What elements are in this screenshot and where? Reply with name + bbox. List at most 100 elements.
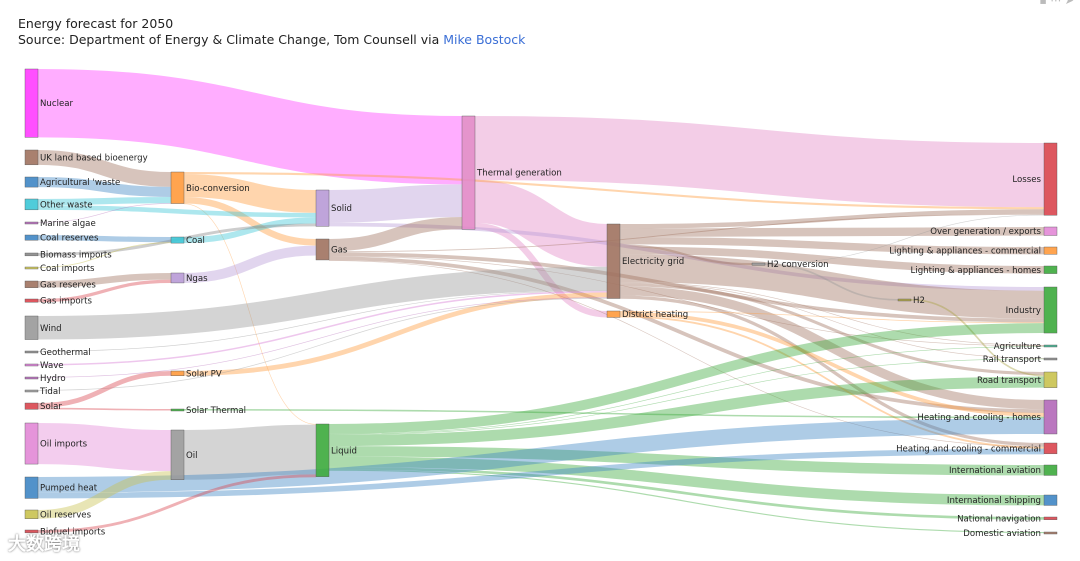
sankey-link[interactable] [37, 196, 172, 206]
sankey-link[interactable] [619, 246, 1045, 274]
sankey-link[interactable] [37, 297, 608, 378]
sankey-node[interactable] [751, 262, 766, 266]
sankey-link[interactable] [764, 263, 899, 301]
sankey-node[interactable] [1043, 265, 1058, 274]
sankey-link[interactable] [37, 150, 172, 187]
sankey-link[interactable] [183, 203, 317, 425]
sankey-link[interactable] [328, 255, 1045, 347]
sankey-node[interactable] [1043, 442, 1058, 455]
sankey-node[interactable] [1043, 142, 1058, 216]
sankey-node[interactable] [1043, 286, 1058, 334]
sankey-node[interactable] [24, 315, 39, 340]
sankey-link[interactable] [37, 205, 317, 218]
sankey-link[interactable] [328, 446, 1045, 476]
sankey-link[interactable] [764, 214, 1045, 264]
sankey-node[interactable] [24, 402, 39, 410]
sankey-link[interactable] [183, 292, 608, 376]
sankey-link[interactable] [910, 299, 1045, 377]
sankey-node[interactable] [24, 252, 39, 257]
sankey-link[interactable] [37, 471, 172, 519]
sankey-link[interactable] [474, 115, 1045, 208]
sankey-link[interactable] [37, 68, 463, 185]
sankey-link[interactable] [37, 448, 1045, 499]
sankey-node[interactable] [1043, 371, 1058, 388]
sankey-node[interactable] [170, 429, 185, 480]
sankey-link[interactable] [619, 282, 1045, 346]
sankey-link[interactable] [183, 174, 317, 213]
sankey-node[interactable] [24, 350, 39, 354]
modebar-icons[interactable]: ▪ ⋯ ➤ [1039, 0, 1074, 7]
sankey-node[interactable] [315, 423, 330, 477]
sankey-link[interactable] [328, 256, 1045, 413]
sankey-link[interactable] [183, 408, 1045, 419]
sankey-node[interactable] [170, 236, 185, 244]
sankey-node[interactable] [1043, 399, 1058, 435]
sankey-node[interactable] [24, 266, 39, 270]
sankey-node[interactable] [897, 298, 912, 302]
sankey-link[interactable] [37, 177, 172, 197]
sankey-link[interactable] [328, 213, 1045, 253]
sankey-node[interactable] [24, 280, 39, 288]
sankey-node[interactable] [24, 422, 39, 465]
sankey-link[interactable] [37, 272, 172, 288]
sankey-link[interactable] [619, 311, 1045, 324]
sankey-node[interactable] [1043, 357, 1058, 361]
sankey-link[interactable] [619, 254, 1045, 319]
sankey-node[interactable] [461, 115, 476, 230]
sankey-link[interactable] [328, 466, 1045, 520]
sankey-link[interactable] [37, 279, 172, 303]
sankey-link[interactable] [619, 209, 1045, 229]
sankey-link[interactable] [37, 235, 172, 243]
sankey-link[interactable] [37, 370, 172, 408]
sankey-node[interactable] [24, 509, 39, 519]
sankey-node[interactable] [170, 370, 185, 377]
sankey-link[interactable] [37, 290, 608, 366]
sankey-node[interactable] [1043, 344, 1058, 348]
sankey-node[interactable] [24, 198, 39, 211]
sankey-node[interactable] [24, 298, 39, 303]
sankey-link[interactable] [619, 244, 753, 266]
sankey-link[interactable] [328, 323, 1045, 434]
sankey-link[interactable] [328, 358, 1045, 436]
sankey-link[interactable] [37, 407, 172, 411]
sankey-link[interactable] [619, 315, 1045, 449]
sankey-node[interactable] [24, 234, 39, 241]
sankey-link[interactable] [619, 282, 1045, 359]
sankey-node[interactable] [606, 223, 621, 299]
sankey-link[interactable] [328, 260, 1045, 447]
sankey-link[interactable] [328, 346, 1045, 435]
sankey-link[interactable] [619, 286, 1045, 410]
sankey-link[interactable] [474, 180, 608, 267]
sankey-node[interactable] [24, 376, 39, 380]
sankey-link[interactable] [619, 295, 1045, 447]
sankey-link[interactable] [37, 242, 172, 268]
sankey-link[interactable] [37, 474, 317, 533]
sankey-node[interactable] [24, 176, 39, 188]
sankey-link[interactable] [183, 196, 317, 246]
sankey-link[interactable] [619, 283, 1045, 376]
sankey-node[interactable] [1043, 494, 1058, 506]
sankey-link[interactable] [619, 237, 1045, 255]
sankey-link[interactable] [619, 311, 1045, 417]
sankey-link[interactable] [328, 216, 463, 252]
sankey-node[interactable] [1043, 516, 1058, 520]
sankey-node[interactable] [24, 389, 39, 393]
sankey-node[interactable] [315, 238, 330, 261]
sankey-node[interactable] [1043, 464, 1058, 476]
sankey-node[interactable] [1043, 531, 1058, 535]
sankey-link[interactable] [37, 423, 172, 472]
sankey-link[interactable] [328, 252, 1045, 323]
sankey-link[interactable] [328, 376, 1045, 447]
sankey-node[interactable] [24, 221, 39, 225]
sankey-node[interactable] [24, 476, 39, 499]
sankey-link[interactable] [37, 297, 608, 391]
sankey-node[interactable] [315, 189, 330, 227]
sankey-link[interactable] [619, 227, 1045, 238]
mike-bostock-link[interactable]: Mike Bostock [443, 32, 526, 47]
sankey-link[interactable] [37, 290, 608, 352]
sankey-node[interactable] [24, 529, 39, 534]
sankey-node[interactable] [24, 149, 39, 166]
sankey-node[interactable] [1043, 246, 1058, 255]
sankey-link[interactable] [37, 418, 1045, 493]
sankey-node[interactable] [170, 272, 185, 284]
